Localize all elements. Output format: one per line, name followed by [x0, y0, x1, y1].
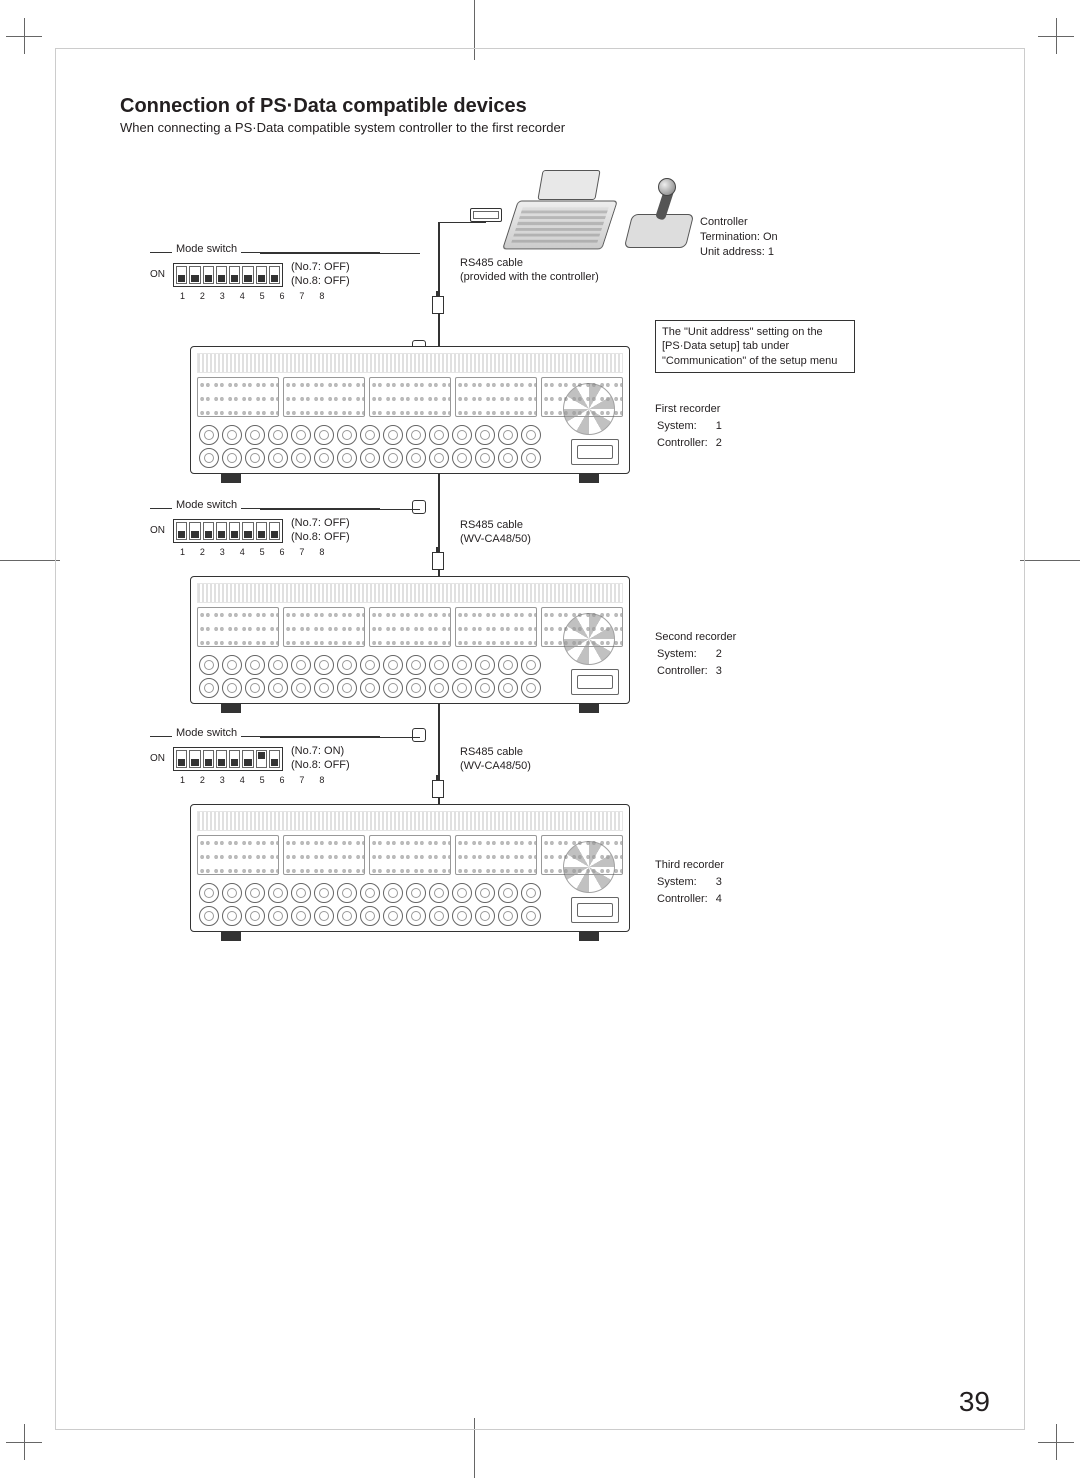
rec2-sys-v: 2: [716, 647, 728, 662]
controller-label: Controller Termination: On Unit address:…: [700, 215, 778, 260]
dip1-no7: (No.7: OFF): [291, 261, 350, 275]
recorder-2: [190, 576, 630, 704]
nub-1b: [412, 500, 426, 514]
rs485-label-2: RS485 cable (WV-CA48/50): [460, 518, 531, 547]
crop-left: [0, 560, 60, 561]
dip1-on: ON: [150, 269, 165, 280]
rs485-label-3: RS485 cable (WV-CA48/50): [460, 745, 531, 774]
unit-address-note: The "Unit address" setting on the [PS·Da…: [655, 320, 855, 373]
controller-line2: Termination: On: [700, 230, 778, 245]
dip1-no8: (No.8: OFF): [291, 275, 350, 289]
rec1-sys-l: System:: [657, 419, 714, 434]
dip2-no8: (No.8: OFF): [291, 531, 350, 545]
dip1-switches: [173, 263, 283, 287]
dip3-switches: [173, 747, 283, 771]
recorder-3-label: Third recorder System:3 Controller:4: [655, 858, 730, 909]
rec3-name: Third recorder: [655, 858, 730, 873]
dip3-numbers: 1 2 3 4 5 6 7 8: [150, 775, 380, 785]
dip-switch-1: Mode switch ON (No.7: OFF) (No.8: OFF) 1…: [150, 252, 380, 301]
dip1-numbers: 1 2 3 4 5 6 7 8: [150, 291, 380, 301]
nub-2b: [412, 728, 426, 742]
rec1-sys-v: 1: [716, 419, 728, 434]
recorder-1-label: First recorder System:1 Controller:2: [655, 402, 730, 453]
rec2-ctl-v: 3: [716, 664, 728, 679]
recorder-1: [190, 346, 630, 474]
dip-switch-3: Mode switch ON (No.7: ON) (No.8: OFF) 1 …: [150, 736, 380, 785]
dip2-numbers: 1 2 3 4 5 6 7 8: [150, 547, 380, 557]
dip3-no8: (No.8: OFF): [291, 759, 350, 773]
rs485-3-sub: (WV-CA48/50): [460, 759, 531, 773]
reg-mark-tl: [6, 18, 42, 54]
crop-right: [1020, 560, 1080, 561]
dip3-title: Mode switch: [172, 727, 241, 739]
plug-1: [432, 296, 444, 314]
rs485-2-title: RS485 cable: [460, 518, 531, 532]
rs485-3-title: RS485 cable: [460, 745, 531, 759]
page-number: 39: [959, 1386, 990, 1418]
controller-line3: Unit address: 1: [700, 245, 778, 260]
dip-switch-2: Mode switch ON (No.7: OFF) (No.8: OFF) 1…: [150, 508, 380, 557]
dip1-title: Mode switch: [172, 243, 241, 255]
rec2-ctl-l: Controller:: [657, 664, 714, 679]
recorder-2-label: Second recorder System:2 Controller:3: [655, 630, 736, 681]
dip2-no7: (No.7: OFF): [291, 517, 350, 531]
rec2-sys-l: System:: [657, 647, 714, 662]
page-subtitle: When connecting a PS·Data compatible sys…: [120, 120, 565, 135]
plug-2: [432, 552, 444, 570]
dip3-on: ON: [150, 753, 165, 764]
dip3-no7: (No.7: ON): [291, 745, 350, 759]
rec1-name: First recorder: [655, 402, 730, 417]
controller-illustration: [510, 170, 690, 260]
reg-mark-bl: [6, 1424, 42, 1460]
plug-3: [432, 780, 444, 798]
recorder-3: [190, 804, 630, 932]
controller-line1: Controller: [700, 215, 778, 230]
rs485-2-sub: (WV-CA48/50): [460, 532, 531, 546]
rec1-ctl-v: 2: [716, 436, 728, 451]
controller-connector: [470, 208, 502, 222]
dip2-switches: [173, 519, 283, 543]
rec3-sys-l: System:: [657, 875, 714, 890]
rec3-sys-v: 3: [716, 875, 728, 890]
dip2-leader: [260, 509, 420, 510]
rec3-ctl-l: Controller:: [657, 892, 714, 907]
rs485-1-sub: (provided with the controller): [460, 270, 599, 284]
dip3-leader: [260, 737, 420, 738]
rec1-ctl-l: Controller:: [657, 436, 714, 451]
dip2-on: ON: [150, 525, 165, 536]
cable-to-controller: [438, 222, 486, 223]
dip1-leader: [260, 253, 420, 254]
reg-mark-br: [1038, 1424, 1074, 1460]
rec2-name: Second recorder: [655, 630, 736, 645]
reg-mark-tr: [1038, 18, 1074, 54]
rs485-1-title: RS485 cable: [460, 256, 599, 270]
page-title: Connection of PS·Data compatible devices: [120, 95, 527, 118]
rs485-label-1: RS485 cable (provided with the controlle…: [460, 256, 599, 285]
rec3-ctl-v: 4: [716, 892, 728, 907]
dip2-title: Mode switch: [172, 499, 241, 511]
